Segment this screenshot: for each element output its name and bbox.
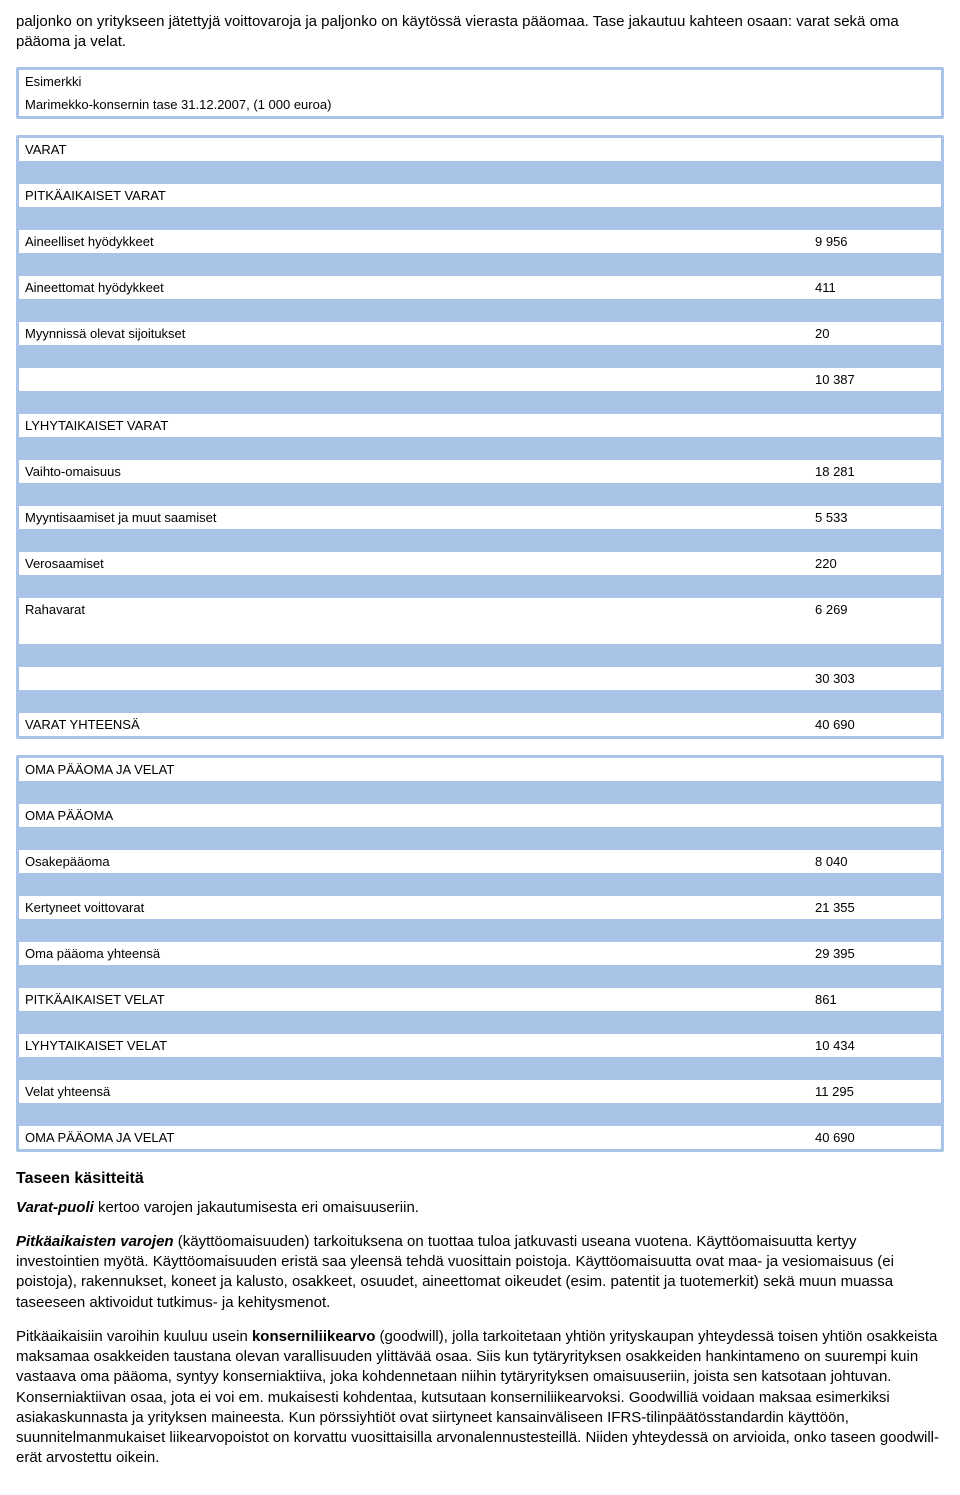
divider [19, 644, 941, 667]
subtotal-value: 30 303 [809, 667, 941, 690]
divider [19, 437, 941, 460]
row-label: Myynnissä olevat sijoitukset [19, 322, 809, 345]
intro-paragraph: paljonko on yritykseen jätettyjä voittov… [16, 12, 944, 53]
equity-liabilities-table: OMA PÄÄOMA JA VELAT OMA PÄÄOMA Osakepääo… [16, 755, 944, 1152]
row-value: 411 [809, 276, 941, 299]
term-pitkaaikaisten: Pitkäaikaisten varojen [16, 1233, 174, 1250]
divider [19, 207, 941, 230]
row-value: 18 281 [809, 460, 941, 483]
subtotal-value: 10 387 [809, 368, 941, 391]
row-label [19, 368, 809, 391]
row-value: 11 295 [809, 1080, 941, 1103]
row-value: 21 355 [809, 896, 941, 919]
divider [19, 827, 941, 850]
paragraph-goodwill: Pitkäaikaisiin varoihin kuuluu usein kon… [16, 1327, 944, 1469]
term-konserniliikearvo: konserniliikearvo [252, 1328, 375, 1345]
divider [19, 253, 941, 276]
varat-heading: VARAT [19, 138, 941, 161]
term-varat-puoli: Varat-puoli [16, 1199, 94, 1216]
divider [19, 781, 941, 804]
row-label: Aineelliset hyödykkeet [19, 230, 809, 253]
row-label: Oma pääoma yhteensä [19, 942, 809, 965]
row-label: Vaihto-omaisuus [19, 460, 809, 483]
divider [19, 161, 941, 184]
section-heading: Taseen käsitteitä [16, 1170, 944, 1188]
divider [19, 1011, 941, 1034]
divider [19, 391, 941, 414]
row-value [809, 621, 941, 644]
row-label: Myyntisaamiset ja muut saamiset [19, 506, 809, 529]
total-label: OMA PÄÄOMA JA VELAT [19, 1126, 809, 1149]
divider [19, 299, 941, 322]
divider [19, 1103, 941, 1126]
divider [19, 345, 941, 368]
divider [19, 529, 941, 552]
row-label [19, 667, 809, 690]
equity-liab-heading: OMA PÄÄOMA JA VELAT [19, 758, 941, 781]
short-term-assets-heading: LYHYTAIKAISET VARAT [19, 414, 941, 437]
row-value: 9 956 [809, 230, 941, 253]
total-value: 40 690 [809, 713, 941, 736]
example-line1: Esimerkki [19, 70, 941, 93]
row-value: 10 434 [809, 1034, 941, 1057]
example-line2: Marimekko-konsernin tase 31.12.2007, (1 … [19, 93, 941, 116]
text: Pitkäaikaisiin varoihin kuuluu usein [16, 1328, 252, 1345]
divider [19, 483, 941, 506]
divider [19, 965, 941, 988]
total-value: 40 690 [809, 1126, 941, 1149]
row-label [19, 621, 809, 644]
row-value: 8 040 [809, 850, 941, 873]
row-value: 29 395 [809, 942, 941, 965]
divider [19, 919, 941, 942]
row-value: 5 533 [809, 506, 941, 529]
equity-heading: OMA PÄÄOMA [19, 804, 941, 827]
row-label: Verosaamiset [19, 552, 809, 575]
row-label: Kertyneet voittovarat [19, 896, 809, 919]
total-label: VARAT YHTEENSÄ [19, 713, 809, 736]
example-header-box: Esimerkki Marimekko-konsernin tase 31.12… [16, 67, 944, 119]
divider [19, 690, 941, 713]
divider [19, 873, 941, 896]
row-value: 20 [809, 322, 941, 345]
row-value: 6 269 [809, 598, 941, 621]
text: kertoo varojen jakautumisesta eri omaisu… [94, 1199, 419, 1216]
row-label: Aineettomat hyödykkeet [19, 276, 809, 299]
row-value: 861 [809, 988, 941, 1011]
row-label: Osakepääoma [19, 850, 809, 873]
paragraph-pitkaaikaisten: Pitkäaikaisten varojen (käyttöomaisuuden… [16, 1232, 944, 1313]
divider [19, 575, 941, 598]
row-value: 220 [809, 552, 941, 575]
row-label: LYHYTAIKAISET VELAT [19, 1034, 809, 1057]
divider [19, 1057, 941, 1080]
row-label: Velat yhteensä [19, 1080, 809, 1103]
assets-table: VARAT PITKÄAIKAISET VARAT Aineelliset hy… [16, 135, 944, 739]
row-label: PITKÄAIKAISET VELAT [19, 988, 809, 1011]
row-label: Rahavarat [19, 598, 809, 621]
paragraph-varat-puoli: Varat-puoli kertoo varojen jakautumisest… [16, 1198, 944, 1218]
long-term-assets-heading: PITKÄAIKAISET VARAT [19, 184, 941, 207]
